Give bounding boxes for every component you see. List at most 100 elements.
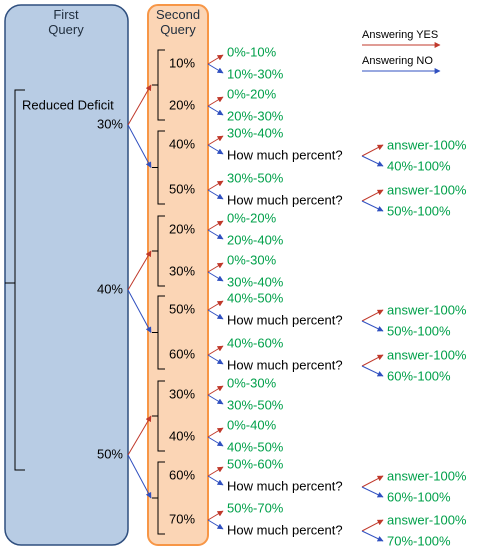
- bracket: [152, 295, 165, 370]
- yes-answer: 0%-30%: [227, 375, 277, 390]
- second-option: 70%: [169, 511, 195, 526]
- question: How much percent?: [227, 192, 343, 207]
- yes-answer: 0%-30%: [227, 252, 277, 267]
- yes-arrow: [207, 262, 224, 273]
- yes-arrow: [361, 309, 384, 322]
- second-option: 60%: [169, 467, 195, 482]
- question: How much percent?: [227, 312, 343, 327]
- first-query-box: [4, 4, 129, 546]
- followup-no: 50%-100%: [387, 203, 451, 218]
- no-arrow: [207, 394, 224, 405]
- second-option: 50%: [169, 181, 195, 196]
- followup-yes: answer-100%: [387, 347, 467, 362]
- second-option: 20%: [169, 97, 195, 112]
- first-query-label: Reduced Deficit: [22, 97, 114, 112]
- no-arrow: [207, 475, 224, 486]
- first-level: 30%: [97, 116, 123, 131]
- no-arrow: [361, 486, 384, 498]
- first-query-title: First Query: [48, 7, 84, 37]
- second-option: 10%: [169, 55, 195, 70]
- second-option: 30%: [169, 263, 195, 278]
- yes-answer: 40%-50%: [227, 290, 284, 305]
- second-option: 40%: [169, 428, 195, 443]
- yes-arrow: [207, 427, 224, 438]
- bracket: [152, 380, 165, 452]
- second-option: 20%: [169, 221, 195, 236]
- yes-arrow: [207, 180, 224, 191]
- followup-yes: answer-100%: [387, 512, 467, 527]
- legend-no: Answering NO: [362, 55, 433, 67]
- no-answer: 10%-30%: [227, 66, 284, 81]
- yes-answer: 30%-40%: [227, 125, 284, 140]
- no-answer: 20%-40%: [227, 232, 284, 247]
- yes-arrow: [127, 250, 152, 291]
- yes-answer: 0%-10%: [227, 44, 277, 59]
- yes-arrow: [361, 189, 384, 202]
- question: How much percent?: [227, 357, 343, 372]
- followup-no: 50%-100%: [387, 323, 451, 338]
- no-arrow: [127, 289, 152, 334]
- yes-arrow: [207, 466, 224, 477]
- question: How much percent?: [227, 522, 343, 537]
- no-arrow: [361, 200, 384, 212]
- no-answer: 30%-50%: [227, 397, 284, 412]
- no-arrow: [207, 354, 224, 365]
- yes-answer: 40%-60%: [227, 335, 284, 350]
- no-arrow: [207, 436, 224, 447]
- bracket: [5, 89, 25, 471]
- no-answer: 30%-40%: [227, 274, 284, 289]
- yes-arrow: [207, 510, 224, 521]
- yes-arrow: [207, 135, 224, 146]
- yes-arrow: [207, 345, 224, 356]
- yes-answer: 50%-70%: [227, 500, 284, 515]
- yes-answer: 0%-40%: [227, 417, 277, 432]
- no-answer: 40%-50%: [227, 439, 284, 454]
- no-answer: 20%-30%: [227, 108, 284, 123]
- followup-no: 40%-100%: [387, 158, 451, 173]
- yes-arrow: [361, 354, 384, 367]
- no-arrow: [207, 271, 224, 282]
- no-arrow: [127, 454, 152, 499]
- yes-arrow: [207, 385, 224, 396]
- bracket: [152, 49, 165, 121]
- yes-answer: 0%-20%: [227, 86, 277, 101]
- second-option: 60%: [169, 346, 195, 361]
- no-arrow: [207, 309, 224, 320]
- bracket: [152, 215, 165, 287]
- yes-arrow: [207, 54, 224, 65]
- first-level: 50%: [97, 446, 123, 461]
- no-arrow: [361, 155, 384, 167]
- yes-answer: 50%-60%: [227, 456, 284, 471]
- legend-yes: Answering YES: [362, 29, 438, 41]
- first-level: 40%: [97, 281, 123, 296]
- no-arrow: [361, 365, 384, 377]
- no-arrow: [207, 144, 224, 155]
- yes-arrow: [361, 475, 384, 488]
- question: How much percent?: [227, 147, 343, 162]
- no-arrow: [207, 229, 224, 240]
- question: How much percent?: [227, 478, 343, 493]
- yes-answer: 0%-20%: [227, 210, 277, 225]
- followup-yes: answer-100%: [387, 182, 467, 197]
- yes-arrow: [127, 415, 152, 456]
- yes-answer: 30%-50%: [227, 170, 284, 185]
- yes-arrow: [207, 300, 224, 311]
- yes-arrow: [361, 144, 384, 157]
- second-option: 40%: [169, 136, 195, 151]
- second-option: 50%: [169, 301, 195, 316]
- bracket: [152, 130, 165, 205]
- no-arrow: [361, 320, 384, 332]
- followup-yes: answer-100%: [387, 137, 467, 152]
- no-arrow: [207, 105, 224, 116]
- second-query-title: Second Query: [155, 7, 201, 37]
- yes-arrow: [361, 519, 384, 532]
- followup-yes: answer-100%: [387, 468, 467, 483]
- followup-no: 60%-100%: [387, 368, 451, 383]
- yes-arrow: [207, 220, 224, 231]
- no-arrow: [207, 63, 224, 74]
- second-option: 30%: [169, 386, 195, 401]
- no-arrow: [127, 124, 152, 169]
- no-arrow: [207, 189, 224, 200]
